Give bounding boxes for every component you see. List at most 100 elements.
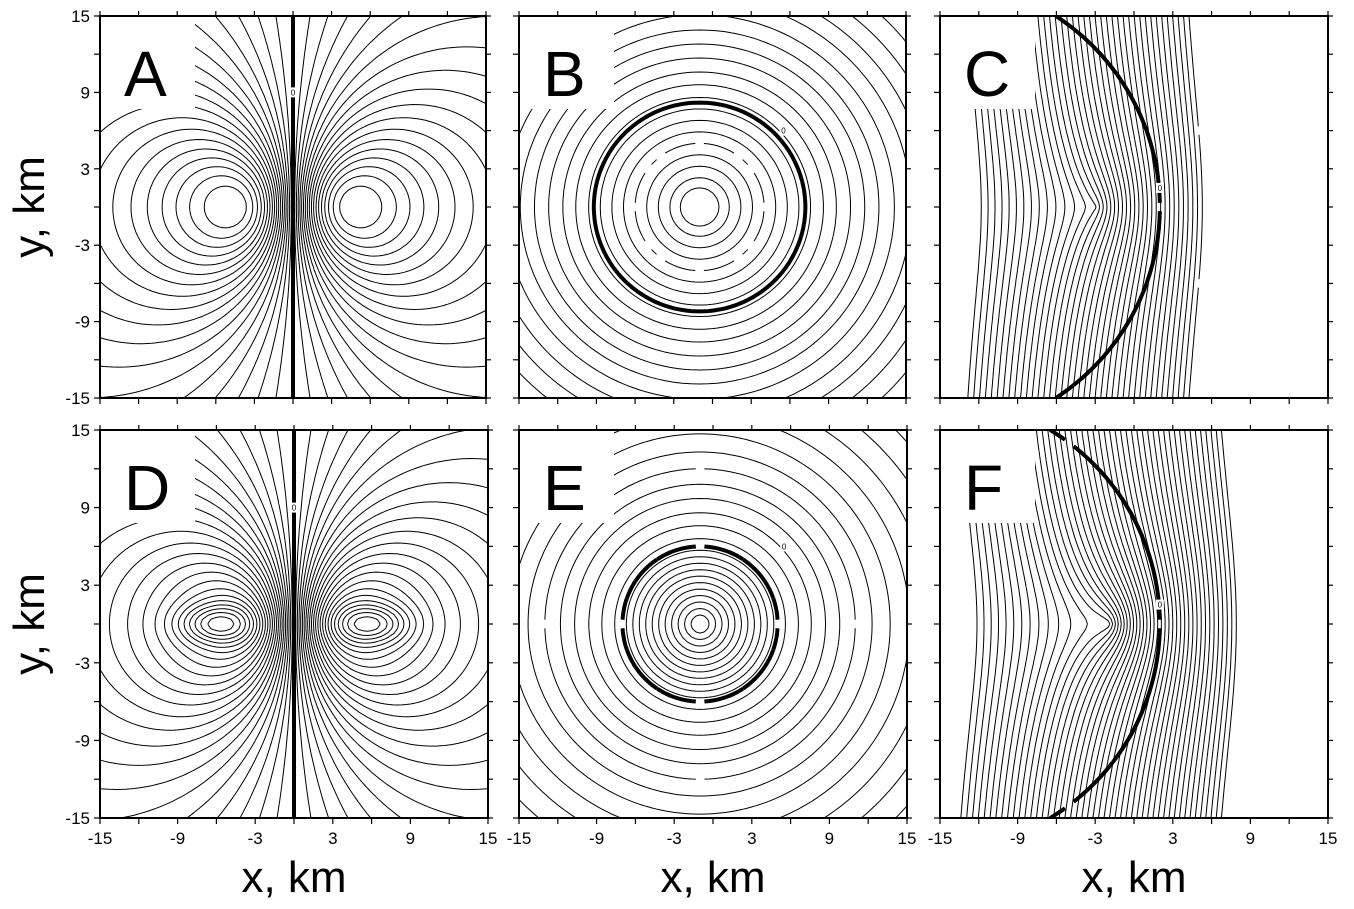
y-tick-label: -15 (65, 809, 90, 828)
contour-line-30 (301, 430, 402, 818)
contour-line-12 (1037, 16, 1076, 398)
contour-line-37 (1168, 430, 1194, 818)
y-tick-label: -9 (75, 731, 90, 750)
x-tick-label: -15 (928, 829, 953, 848)
contour-line-10 (154, 571, 266, 677)
contour-line-3 (646, 154, 753, 260)
contour-line-0 (690, 614, 710, 634)
contour-line-7 (599, 108, 800, 306)
contour-line-47 (347, 612, 388, 636)
zero-contour (591, 100, 808, 314)
x-tick-label: -3 (667, 829, 682, 848)
contour-line-21 (216, 430, 288, 818)
contour-line-5 (130, 139, 268, 275)
panel-letter: D (124, 452, 170, 524)
contour-line-25 (304, 46, 486, 368)
x-tick-label: -3 (1088, 829, 1103, 848)
contour-line-39 (319, 562, 446, 686)
contour-line-8 (171, 588, 261, 660)
contour-line-33 (307, 482, 488, 766)
contour-line-8 (588, 97, 811, 317)
contour-line-8 (638, 562, 762, 686)
contour-line-35 (311, 517, 488, 731)
contour-line-12 (1030, 430, 1088, 818)
panel-letter: C (964, 38, 1010, 110)
contour-line-29 (300, 430, 372, 818)
panel-e: 0 E -15 -9 -3 3 9 15 x, km (507, 425, 916, 902)
contour-line-20 (186, 430, 287, 818)
contour-line-37 (1177, 16, 1194, 398)
y-tick-label: 9 (81, 499, 90, 518)
contour-line-5 (188, 604, 251, 644)
contour-line-41 (324, 580, 425, 668)
x-tick-label: -9 (170, 829, 185, 848)
panel-a: 0 A 15 9 3 -3 -9 -15 y, km (5, 7, 491, 408)
contour-line-39 (1179, 430, 1202, 818)
contour-line-5 (658, 582, 742, 666)
contour-line-20 (295, 16, 329, 398)
contour-line-10 (562, 71, 837, 343)
x-tick-label: 3 (747, 829, 756, 848)
contour-line-14 (1041, 430, 1114, 818)
y-tick-label: -3 (75, 236, 90, 255)
contour-line-46 (342, 608, 394, 640)
contour-line-26 (1109, 430, 1151, 818)
contour-line-40 (322, 571, 434, 677)
contour-line-47 (1220, 430, 1237, 818)
contour-line-33 (1147, 430, 1178, 818)
contour-line-31 (318, 139, 456, 275)
contour-line-3 (161, 157, 262, 257)
contour-line-32 (305, 458, 488, 790)
contour-lines (960, 430, 1237, 818)
contour-line-17 (1058, 430, 1122, 818)
contour-line-22 (895, 430, 907, 818)
contour-line-42 (1194, 430, 1215, 818)
y-tick-label: -3 (75, 654, 90, 673)
contour-line-45 (337, 604, 400, 644)
contour-line-6 (183, 600, 254, 648)
contour-line-6 (611, 119, 788, 295)
zero-contour-label: 0 (1158, 184, 1163, 193)
x-axis-title: x, km (660, 853, 765, 902)
contour-line-27 (296, 430, 330, 818)
contour-lines (519, 16, 906, 398)
zero-contour-label: 0 (781, 127, 786, 136)
contour-line-15 (100, 517, 277, 731)
contour-line-46 (1215, 430, 1233, 818)
contour-line-4 (664, 588, 736, 660)
zero-label-bg (1155, 182, 1164, 193)
contour-line-9 (632, 556, 768, 692)
panel-letter: B (543, 38, 586, 110)
contour-line-7 (645, 569, 755, 679)
contour-line-21 (1081, 430, 1134, 818)
contour-lines (967, 16, 1203, 398)
x-tick-label: 9 (825, 829, 834, 848)
contour-line-7 (100, 117, 273, 297)
contour-line-4 (146, 148, 265, 266)
contour-line-35 (1157, 430, 1186, 818)
contour-line-28 (1120, 430, 1159, 818)
contour-line-19 (1070, 430, 1128, 818)
contour-line-5 (623, 131, 777, 283)
contour-line-29 (313, 117, 486, 297)
panel-letter-box (520, 17, 614, 109)
zero-label-bg (1155, 599, 1164, 610)
contour-line-13 (183, 16, 285, 398)
contour-line-22 (299, 16, 372, 398)
contour-line-36 (1172, 16, 1189, 398)
contour-line-15 (1047, 430, 1116, 818)
contour-line-2 (207, 616, 235, 632)
contour-line-14 (214, 16, 287, 398)
contour-line-22 (1086, 430, 1138, 818)
contour-line-12 (127, 553, 271, 695)
contour-line-43 (330, 594, 411, 654)
zero-contour-label: 0 (1158, 601, 1163, 610)
contour-line-39 (1188, 16, 1203, 398)
contour-line-34 (309, 501, 488, 747)
contour-line-20 (1083, 16, 1119, 398)
x-tick-label: -9 (589, 829, 604, 848)
contour-line-12 (534, 43, 866, 371)
y-tick-label: 3 (81, 160, 90, 179)
contour-line-16 (257, 16, 291, 398)
contour-line-38 (1173, 430, 1198, 818)
